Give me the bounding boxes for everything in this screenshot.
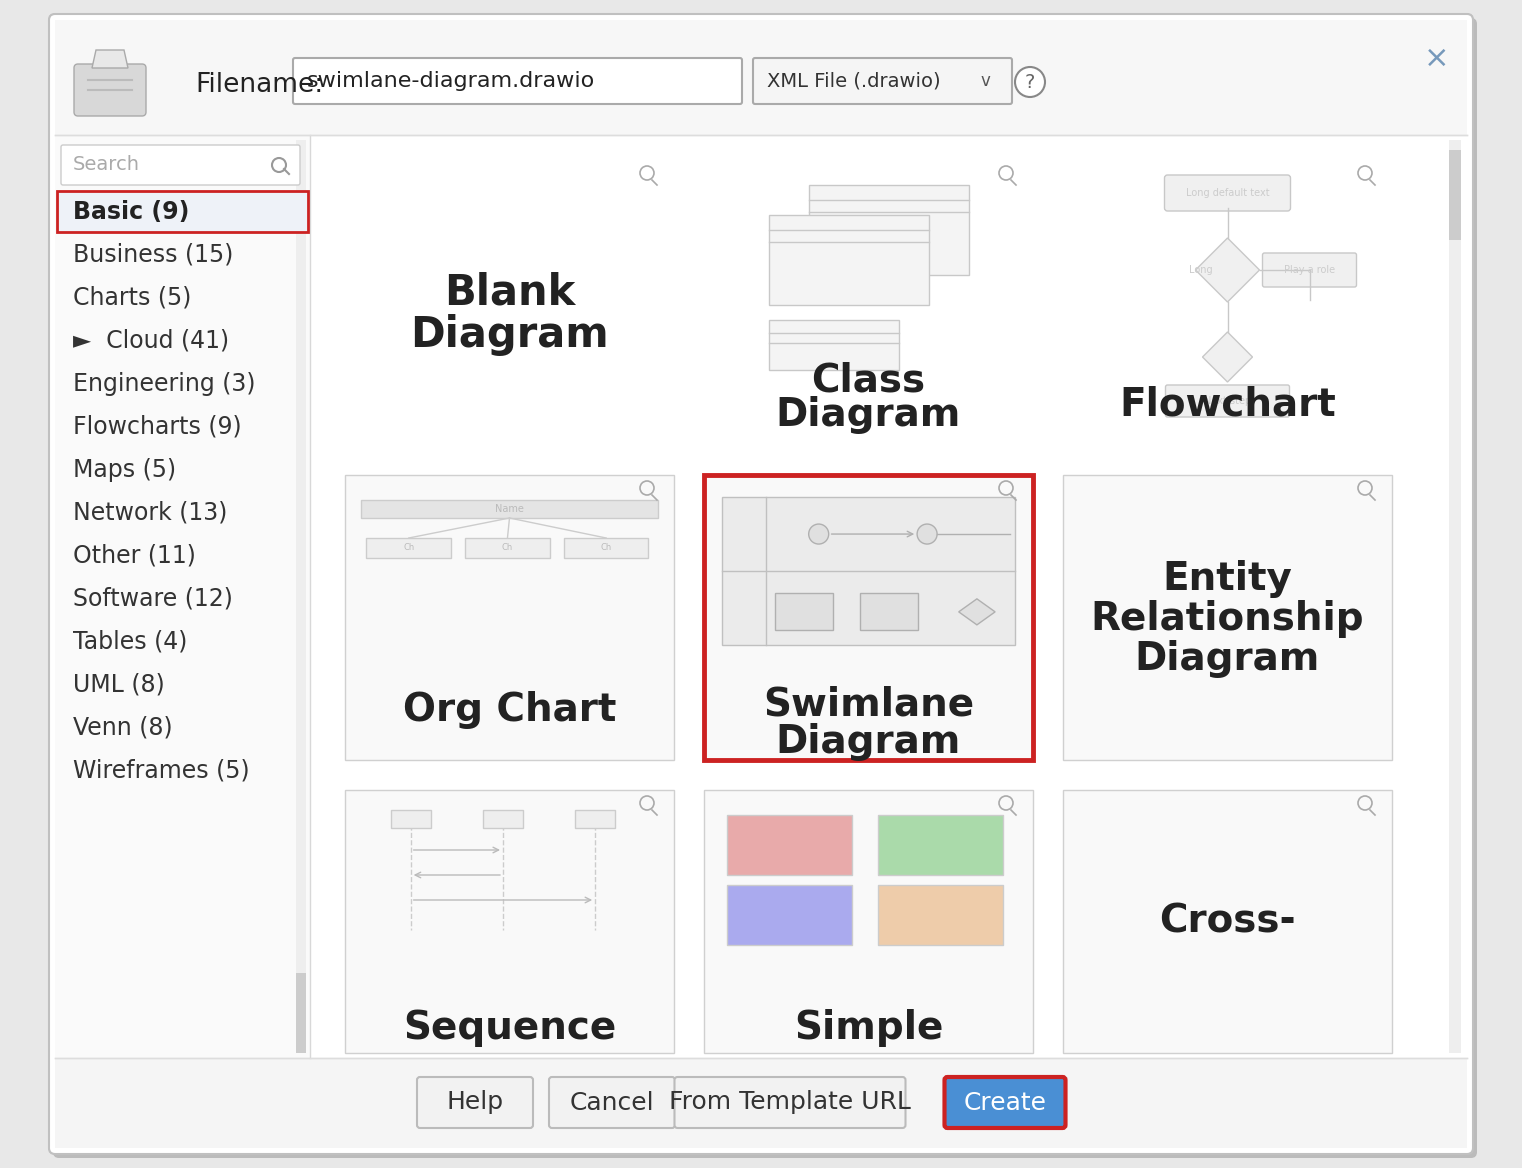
Bar [55, 20, 1467, 135]
Bar [345, 475, 674, 760]
FancyBboxPatch shape [1166, 385, 1289, 417]
Bar [878, 885, 1003, 945]
Polygon shape [1202, 332, 1253, 382]
Bar [728, 815, 852, 875]
Text: Simple: Simple [794, 1009, 944, 1047]
FancyBboxPatch shape [549, 1077, 674, 1128]
Text: Network (13): Network (13) [73, 501, 227, 524]
Text: Diagram: Diagram [776, 723, 962, 762]
Text: Blank: Blank [444, 271, 575, 313]
Text: Next step: Next step [1204, 396, 1251, 406]
Text: Flowchart: Flowchart [1119, 385, 1336, 424]
Text: Tables (4): Tables (4) [73, 630, 187, 654]
FancyBboxPatch shape [53, 18, 1476, 1157]
Bar [310, 135, 1467, 1058]
Bar [1449, 150, 1461, 239]
Circle shape [808, 524, 828, 544]
Bar [1062, 790, 1393, 1054]
Text: Other (11): Other (11) [73, 543, 196, 568]
Polygon shape [1195, 238, 1260, 303]
Text: Ch: Ch [601, 543, 612, 552]
FancyBboxPatch shape [294, 58, 743, 104]
Bar [482, 809, 524, 828]
Text: Create: Create [963, 1091, 1047, 1114]
Text: Long default text: Long default text [1186, 188, 1269, 199]
Text: ►  Cloud (41): ► Cloud (41) [73, 328, 230, 353]
Bar [361, 500, 658, 517]
Text: Diagram: Diagram [1135, 640, 1320, 679]
Text: Maps (5): Maps (5) [73, 458, 177, 481]
Bar [775, 593, 834, 631]
Text: swimlane-diagram.drawio: swimlane-diagram.drawio [307, 71, 595, 91]
Text: Basic (9): Basic (9) [73, 200, 189, 223]
FancyBboxPatch shape [674, 1077, 906, 1128]
Text: Ch: Ch [403, 543, 414, 552]
Polygon shape [959, 599, 995, 625]
Text: Filename:: Filename: [195, 72, 323, 98]
Bar [391, 809, 431, 828]
Bar [295, 973, 306, 1054]
Text: ?: ? [1024, 72, 1035, 91]
FancyBboxPatch shape [49, 14, 1473, 1154]
Text: Diagram: Diagram [411, 313, 609, 355]
Text: UML (8): UML (8) [73, 673, 164, 696]
Bar [345, 790, 674, 1054]
Bar [563, 538, 648, 558]
Polygon shape [91, 50, 128, 68]
Text: Wireframes (5): Wireframes (5) [73, 758, 250, 783]
FancyBboxPatch shape [1263, 253, 1356, 287]
Text: Cross-: Cross- [1160, 903, 1295, 940]
FancyBboxPatch shape [945, 1077, 1065, 1128]
Text: Long: Long [1189, 265, 1213, 274]
Text: Sequence: Sequence [403, 1009, 616, 1047]
Bar [56, 192, 307, 232]
Bar [367, 538, 451, 558]
Bar [808, 185, 968, 274]
FancyBboxPatch shape [61, 145, 300, 185]
Bar [295, 140, 306, 1054]
Text: XML File (.drawio): XML File (.drawio) [767, 71, 941, 90]
Bar [55, 135, 310, 1058]
Bar [55, 1058, 1467, 1148]
Bar [878, 815, 1003, 875]
Text: Business (15): Business (15) [73, 243, 233, 266]
Text: ×: × [1425, 43, 1450, 72]
Bar [705, 475, 1033, 760]
Circle shape [918, 524, 938, 544]
Bar [575, 809, 615, 828]
Bar [769, 215, 928, 305]
Text: Venn (8): Venn (8) [73, 716, 172, 739]
Text: Class: Class [811, 361, 925, 399]
Circle shape [1015, 67, 1046, 97]
Text: Software (12): Software (12) [73, 586, 233, 611]
Text: Charts (5): Charts (5) [73, 285, 192, 310]
Text: From Template URL: From Template URL [670, 1091, 912, 1114]
Text: Name: Name [495, 505, 524, 514]
Text: Diagram: Diagram [776, 396, 962, 434]
Text: Play a role: Play a role [1285, 265, 1335, 274]
Text: Flowcharts (9): Flowcharts (9) [73, 415, 242, 438]
FancyBboxPatch shape [1164, 175, 1291, 211]
Text: Ch: Ch [502, 543, 513, 552]
Text: Entity: Entity [1163, 561, 1292, 598]
FancyBboxPatch shape [417, 1077, 533, 1128]
Text: Cancel: Cancel [569, 1091, 654, 1114]
Text: Help: Help [446, 1091, 504, 1114]
Text: Engineering (3): Engineering (3) [73, 371, 256, 396]
Bar [728, 885, 852, 945]
Text: Relationship: Relationship [1091, 600, 1364, 639]
Text: Org Chart: Org Chart [403, 691, 616, 729]
FancyBboxPatch shape [753, 58, 1012, 104]
Text: Search: Search [73, 155, 140, 174]
Bar [466, 538, 549, 558]
Bar [1449, 140, 1461, 1054]
Bar [721, 498, 1015, 645]
Bar [769, 320, 898, 370]
Bar [705, 790, 1033, 1054]
Bar [1062, 475, 1393, 760]
Text: v: v [980, 72, 989, 90]
FancyBboxPatch shape [75, 64, 146, 116]
Bar [860, 593, 918, 631]
Text: Swimlane: Swimlane [763, 686, 974, 724]
